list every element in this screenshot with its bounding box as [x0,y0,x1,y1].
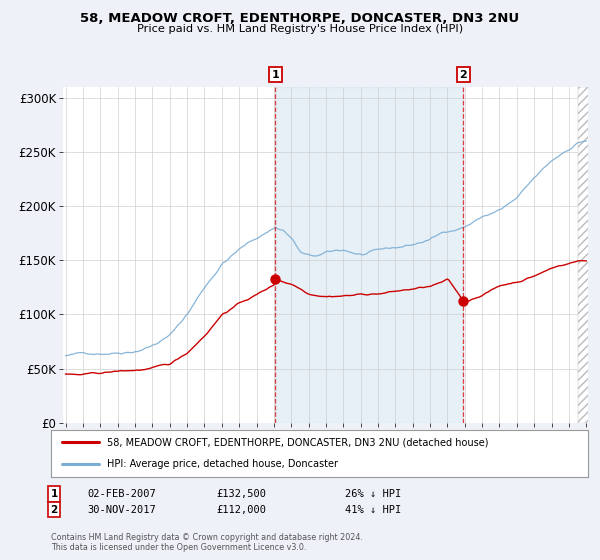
Text: Price paid vs. HM Land Registry's House Price Index (HPI): Price paid vs. HM Land Registry's House … [137,24,463,34]
Text: 1: 1 [50,489,58,499]
Text: Contains HM Land Registry data © Crown copyright and database right 2024.: Contains HM Land Registry data © Crown c… [51,533,363,542]
Text: 1: 1 [271,70,279,80]
Text: 02-FEB-2007: 02-FEB-2007 [87,489,156,499]
Text: £112,000: £112,000 [216,505,266,515]
Text: This data is licensed under the Open Government Licence v3.0.: This data is licensed under the Open Gov… [51,543,307,552]
Text: 58, MEADOW CROFT, EDENTHORPE, DONCASTER, DN3 2NU (detached house): 58, MEADOW CROFT, EDENTHORPE, DONCASTER,… [107,437,489,447]
Text: 2: 2 [50,505,58,515]
Bar [275,87,463,423]
Text: 58, MEADOW CROFT, EDENTHORPE, DONCASTER, DN3 2NU: 58, MEADOW CROFT, EDENTHORPE, DONCASTER,… [80,12,520,25]
Text: 2: 2 [460,70,467,80]
Text: 30-NOV-2017: 30-NOV-2017 [87,505,156,515]
Text: HPI: Average price, detached house, Doncaster: HPI: Average price, detached house, Donc… [107,459,338,469]
Text: 26% ↓ HPI: 26% ↓ HPI [345,489,401,499]
Text: £132,500: £132,500 [216,489,266,499]
Text: 41% ↓ HPI: 41% ↓ HPI [345,505,401,515]
